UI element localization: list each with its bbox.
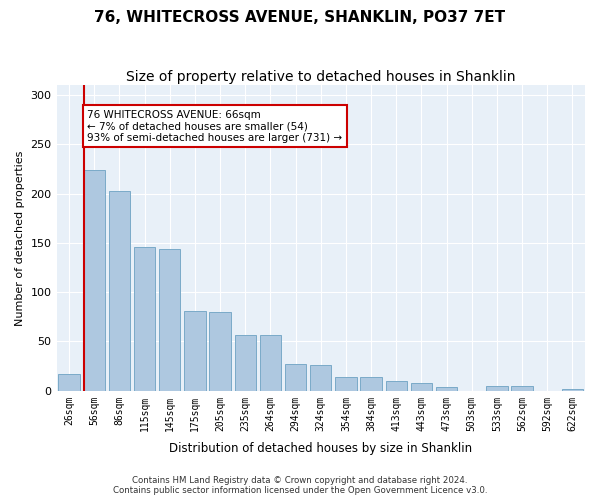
Bar <box>361 377 382 391</box>
Bar <box>58 374 80 391</box>
Bar <box>83 170 105 391</box>
Bar <box>134 247 155 391</box>
Bar <box>159 249 181 391</box>
Bar <box>436 387 457 391</box>
Bar <box>562 389 583 391</box>
Text: Contains HM Land Registry data © Crown copyright and database right 2024.
Contai: Contains HM Land Registry data © Crown c… <box>113 476 487 495</box>
Bar <box>486 386 508 391</box>
Bar <box>260 334 281 391</box>
Text: 76, WHITECROSS AVENUE, SHANKLIN, PO37 7ET: 76, WHITECROSS AVENUE, SHANKLIN, PO37 7E… <box>94 10 506 25</box>
X-axis label: Distribution of detached houses by size in Shanklin: Distribution of detached houses by size … <box>169 442 472 455</box>
Bar <box>285 364 307 391</box>
Y-axis label: Number of detached properties: Number of detached properties <box>15 150 25 326</box>
Title: Size of property relative to detached houses in Shanklin: Size of property relative to detached ho… <box>126 70 515 84</box>
Bar <box>235 334 256 391</box>
Bar <box>109 190 130 391</box>
Bar <box>184 311 206 391</box>
Bar <box>335 377 356 391</box>
Bar <box>386 381 407 391</box>
Bar <box>411 383 432 391</box>
Bar <box>209 312 231 391</box>
Bar <box>511 386 533 391</box>
Text: 76 WHITECROSS AVENUE: 66sqm
← 7% of detached houses are smaller (54)
93% of semi: 76 WHITECROSS AVENUE: 66sqm ← 7% of deta… <box>88 110 343 143</box>
Bar <box>310 365 331 391</box>
